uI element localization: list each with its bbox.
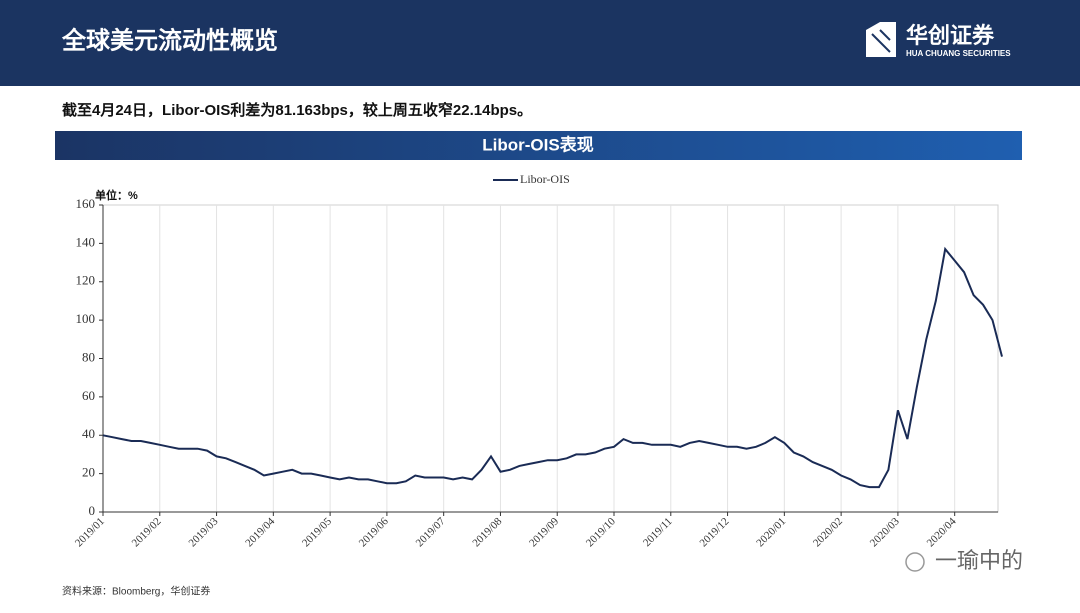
legend-label: Libor-OIS — [520, 172, 570, 186]
logo-text-en: HUA CHUANG SECURITIES — [906, 49, 1011, 58]
x-tick-label: 2019/07 — [414, 515, 448, 549]
x-tick-label: 2019/08 — [470, 515, 504, 549]
x-tick-label: 2019/09 — [527, 515, 561, 549]
subtitle: 截至4月24日，Libor-OIS利差为81.163bps，较上周五收窄22.1… — [62, 101, 532, 119]
y-tick-label: 120 — [76, 273, 96, 288]
watermark-icon — [905, 552, 925, 572]
y-tick-label: 60 — [82, 388, 95, 403]
x-tick-label: 2019/02 — [130, 515, 164, 549]
x-tick-label: 2019/03 — [186, 515, 220, 549]
section-title: Libor-OIS表现 — [482, 134, 593, 154]
watermark: 一瑜中的 — [935, 548, 1023, 573]
y-tick-label: 160 — [76, 196, 96, 211]
y-tick-label: 80 — [82, 349, 95, 364]
logo-icon — [866, 22, 896, 57]
x-tick-label: 2019/06 — [357, 515, 391, 549]
header-band — [0, 0, 1080, 86]
x-tick-label: 2020/03 — [868, 515, 902, 549]
y-tick-label: 100 — [76, 311, 96, 326]
x-tick-label: 2019/04 — [243, 515, 277, 549]
source: 资料来源：Bloomberg，华创证券 — [62, 585, 210, 598]
x-tick-label: 2020/04 — [925, 515, 959, 549]
x-tick-label: 2019/01 — [73, 515, 107, 549]
data-line — [102, 246, 1003, 489]
plot-frame — [102, 204, 999, 513]
y-tick-label: 20 — [82, 465, 95, 480]
header-title: 全球美元流动性概览 — [61, 26, 278, 54]
section-bar — [55, 131, 1022, 160]
x-tick-label: 2019/10 — [584, 515, 618, 549]
unit-label: 单位：% — [95, 188, 138, 202]
x-tick-label: 2019/11 — [641, 515, 675, 549]
y-tick-label: 40 — [82, 426, 95, 441]
y-tick-label: 0 — [89, 503, 96, 518]
x-tick-label: 2019/05 — [300, 515, 334, 549]
y-tick-label: 140 — [76, 234, 96, 249]
x-tick-label: 2020/01 — [754, 515, 788, 549]
x-tick-label: 2020/02 — [811, 515, 845, 549]
logo-text: 华创证券 — [906, 23, 995, 48]
x-tick-label: 2019/12 — [697, 515, 731, 549]
